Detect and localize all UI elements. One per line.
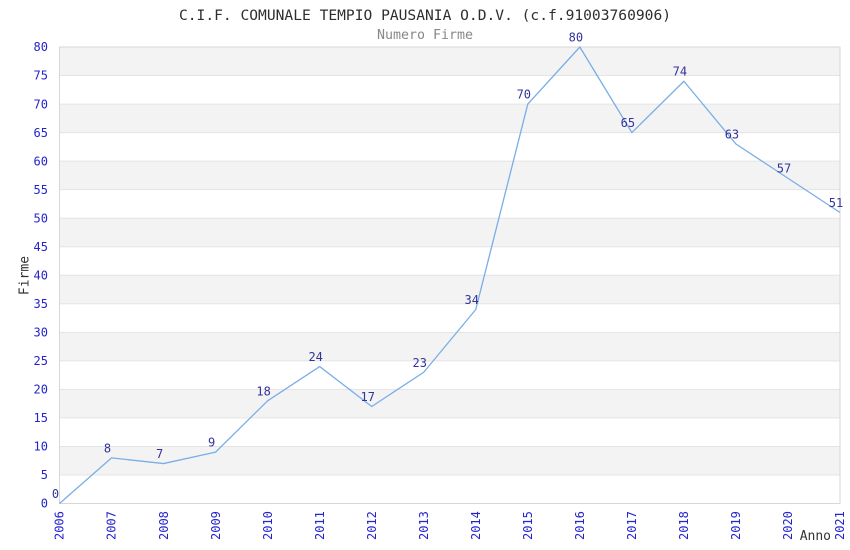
y-tick-label: 80 <box>34 40 48 54</box>
x-tick-label: 2019 <box>729 511 743 540</box>
x-tick-label: 2006 <box>53 511 67 540</box>
data-label: 24 <box>308 350 322 364</box>
grid-band <box>59 446 840 475</box>
grid-band <box>59 275 840 304</box>
x-tick-label: 2010 <box>261 511 275 540</box>
x-tick-label: 2007 <box>105 511 119 540</box>
y-tick-label: 30 <box>34 326 48 340</box>
plot-bands <box>59 47 840 475</box>
data-label: 51 <box>829 196 843 210</box>
plot-gridlines <box>59 75 840 476</box>
grid-band <box>59 218 840 247</box>
x-tick-label: 2017 <box>625 511 639 540</box>
data-label: 17 <box>360 390 374 404</box>
x-tick-label: 2012 <box>365 511 379 540</box>
y-tick-label: 35 <box>34 297 48 311</box>
x-tick-labels: 2006 2007 2008 2009 2010 2011 2012 2013 2014 2015… <box>53 511 848 540</box>
data-label: 7 <box>156 447 163 461</box>
x-tick-label: 2016 <box>573 511 587 540</box>
x-tick-label: 2014 <box>469 511 483 540</box>
data-label: 18 <box>256 384 270 398</box>
grid-band <box>59 332 840 361</box>
data-line <box>59 46 841 504</box>
data-label: 57 <box>777 162 791 176</box>
y-tick-label: 65 <box>34 126 48 140</box>
data-label: 34 <box>465 293 479 307</box>
data-label: 9 <box>208 436 215 450</box>
data-label: 63 <box>725 128 739 142</box>
y-tick-label: 15 <box>34 411 48 425</box>
x-tick-label: 2020 <box>781 511 795 540</box>
data-label: 0 <box>52 487 59 501</box>
plot-border <box>59 46 841 504</box>
chart-title: C.I.F. COMUNALE TEMPIO PAUSANIA O.D.V. (… <box>178 7 672 24</box>
data-label: 74 <box>673 65 687 79</box>
x-axis-title: Anno <box>799 529 831 544</box>
data-label: 65 <box>621 116 635 130</box>
grid-band <box>59 389 840 418</box>
y-tick-label: 50 <box>34 211 48 225</box>
grid-band <box>59 104 840 133</box>
x-tick-label: 2015 <box>521 511 535 540</box>
chart-subtitle: Numero Firme <box>376 28 474 43</box>
y-tick-label: 45 <box>34 240 48 254</box>
x-tick-label: 2021 <box>833 511 847 540</box>
y-tick-label: 5 <box>41 468 48 482</box>
y-tick-label: 25 <box>34 354 48 368</box>
data-label: 8 <box>104 441 111 455</box>
y-tick-label: 75 <box>34 69 48 83</box>
data-label: 23 <box>413 356 427 370</box>
y-tick-label: 70 <box>34 97 48 111</box>
x-tick-label: 2013 <box>417 511 431 540</box>
data-label: 70 <box>517 88 531 102</box>
y-tick-label: 40 <box>34 268 48 282</box>
grid-band <box>59 161 840 190</box>
y-tick-label: 10 <box>34 440 48 454</box>
grid-band <box>59 47 840 76</box>
x-tick-label: 2008 <box>157 511 171 540</box>
y-tick-label: 60 <box>34 154 48 168</box>
y-tick-label: 55 <box>34 183 48 197</box>
y-tick-labels: 0 5 10 15 20 25 30 35 40 45 50 55 60 65 70 75 80 <box>34 40 48 511</box>
y-tick-label: 20 <box>34 383 48 397</box>
data-labels: 0 8 7 9 18 24 17 23 34 70 80 65 74 63 57 51 <box>52 31 843 502</box>
y-tick-label: 0 <box>41 497 48 511</box>
data-label: 80 <box>569 31 583 45</box>
x-tick-label: 2009 <box>209 511 223 540</box>
x-tick-label: 2018 <box>677 511 691 540</box>
x-tick-label: 2011 <box>313 511 327 540</box>
